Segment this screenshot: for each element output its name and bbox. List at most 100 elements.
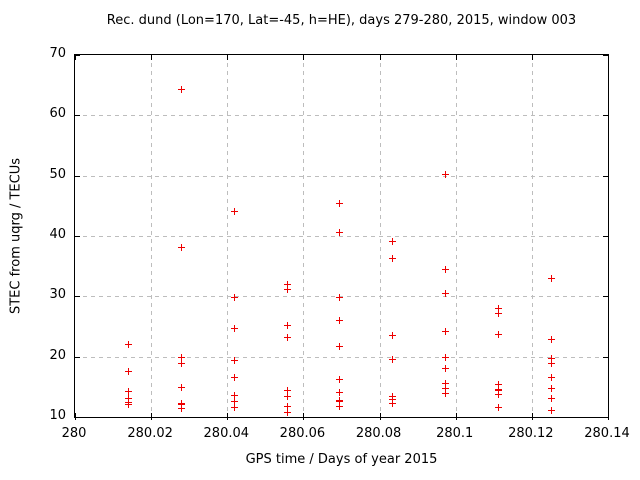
data-point-marker — [283, 403, 291, 411]
y-tick-mark — [603, 115, 608, 117]
data-point-marker — [389, 331, 397, 339]
data-point-marker — [442, 289, 450, 297]
y-tick-mark — [75, 175, 80, 177]
data-point-marker — [336, 397, 344, 405]
data-point-marker — [336, 388, 344, 396]
y-gridline — [75, 356, 608, 358]
y-tick-mark — [75, 417, 80, 418]
y-tick-label: 60 — [49, 106, 66, 122]
data-point-marker — [283, 333, 291, 341]
data-point-marker — [283, 387, 291, 395]
data-point-marker — [124, 400, 132, 408]
data-point-marker — [494, 391, 502, 399]
y-tick-mark — [75, 55, 80, 56]
data-point-marker — [389, 395, 397, 403]
data-point-marker — [494, 310, 502, 318]
y-tick-mark — [75, 236, 80, 237]
data-point-marker — [547, 274, 555, 282]
data-point-marker — [283, 281, 291, 289]
data-point-marker — [442, 385, 450, 393]
y-tick-mark — [603, 296, 608, 298]
y-tick-label: 10 — [49, 408, 66, 423]
data-point-marker — [494, 387, 502, 395]
plot-area — [74, 54, 609, 420]
data-point-marker — [442, 379, 450, 387]
data-point-marker — [124, 395, 132, 403]
x-tick-label: 280.14 — [584, 426, 630, 441]
data-point-marker — [336, 403, 344, 411]
x-tick-mark — [151, 413, 153, 420]
data-point-marker — [230, 403, 238, 411]
data-point-marker — [547, 385, 555, 393]
x-tick-mark — [75, 413, 76, 420]
y-tick-label: 40 — [49, 227, 66, 242]
data-point-marker — [389, 254, 397, 262]
data-point-marker — [547, 359, 555, 367]
x-tick-mark — [151, 55, 153, 60]
data-point-marker — [336, 229, 344, 237]
data-point-marker — [177, 400, 185, 408]
y-gridline — [75, 115, 608, 117]
y-gridline — [75, 296, 608, 298]
data-point-marker — [494, 331, 502, 339]
x-tick-mark — [303, 413, 305, 420]
data-point-marker — [124, 388, 132, 396]
data-point-marker — [547, 395, 555, 403]
data-point-marker — [389, 237, 397, 245]
data-point-marker — [442, 364, 450, 372]
data-point-marker — [442, 327, 450, 335]
chart-title: Rec. dund (Lon=170, Lat=-45, h=HE), days… — [106, 13, 577, 28]
y-gridline — [75, 175, 608, 177]
data-point-marker — [494, 381, 502, 389]
data-point-marker — [442, 266, 450, 274]
x-tick-label: 280 — [61, 426, 87, 441]
x-tick-label: 280.08 — [355, 426, 402, 441]
data-point-marker — [389, 356, 397, 364]
data-point-marker — [177, 244, 185, 252]
y-tick-mark — [603, 356, 608, 358]
x-tick-label: 280.12 — [508, 426, 554, 441]
x-tick-label: 280.02 — [127, 426, 173, 441]
y-tick-mark — [603, 175, 608, 177]
x-tick-mark — [303, 55, 305, 60]
data-point-marker — [230, 398, 238, 406]
data-point-marker — [177, 360, 185, 368]
x-tick-label: 280.1 — [436, 426, 474, 441]
x-tick-mark — [455, 55, 457, 60]
data-point-marker — [336, 200, 344, 208]
data-point-marker — [283, 393, 291, 401]
data-point-marker — [230, 357, 238, 365]
y-tick-mark — [75, 115, 80, 117]
data-point-marker — [177, 86, 185, 94]
y-tick-mark — [603, 55, 608, 56]
x-tick-label: 280.06 — [279, 426, 326, 441]
data-point-marker — [230, 324, 238, 332]
data-point-marker — [547, 374, 555, 382]
y-tick-label: 50 — [49, 166, 66, 182]
x-tick-label: 280.04 — [203, 426, 250, 441]
data-point-marker — [494, 305, 502, 313]
x-tick-mark — [227, 55, 229, 60]
data-point-marker — [389, 399, 397, 407]
data-point-marker — [547, 354, 555, 362]
y-gridline — [75, 236, 608, 237]
data-point-marker — [230, 293, 238, 301]
x-tick-mark — [455, 413, 457, 420]
data-point-marker — [547, 407, 555, 415]
data-point-marker — [177, 354, 185, 362]
data-point-marker — [124, 340, 132, 348]
x-tick-mark — [227, 413, 229, 420]
data-point-marker — [230, 392, 238, 400]
data-point-marker — [547, 335, 555, 343]
data-point-marker — [177, 383, 185, 391]
y-tick-mark — [603, 417, 608, 418]
y-tick-label: 20 — [49, 347, 66, 363]
data-point-marker — [230, 208, 238, 216]
data-point-marker — [283, 286, 291, 294]
data-point-marker — [283, 409, 291, 417]
y-tick-mark — [75, 296, 80, 298]
data-point-marker — [336, 342, 344, 350]
data-point-marker — [336, 293, 344, 301]
y-tick-label: 30 — [49, 287, 66, 303]
